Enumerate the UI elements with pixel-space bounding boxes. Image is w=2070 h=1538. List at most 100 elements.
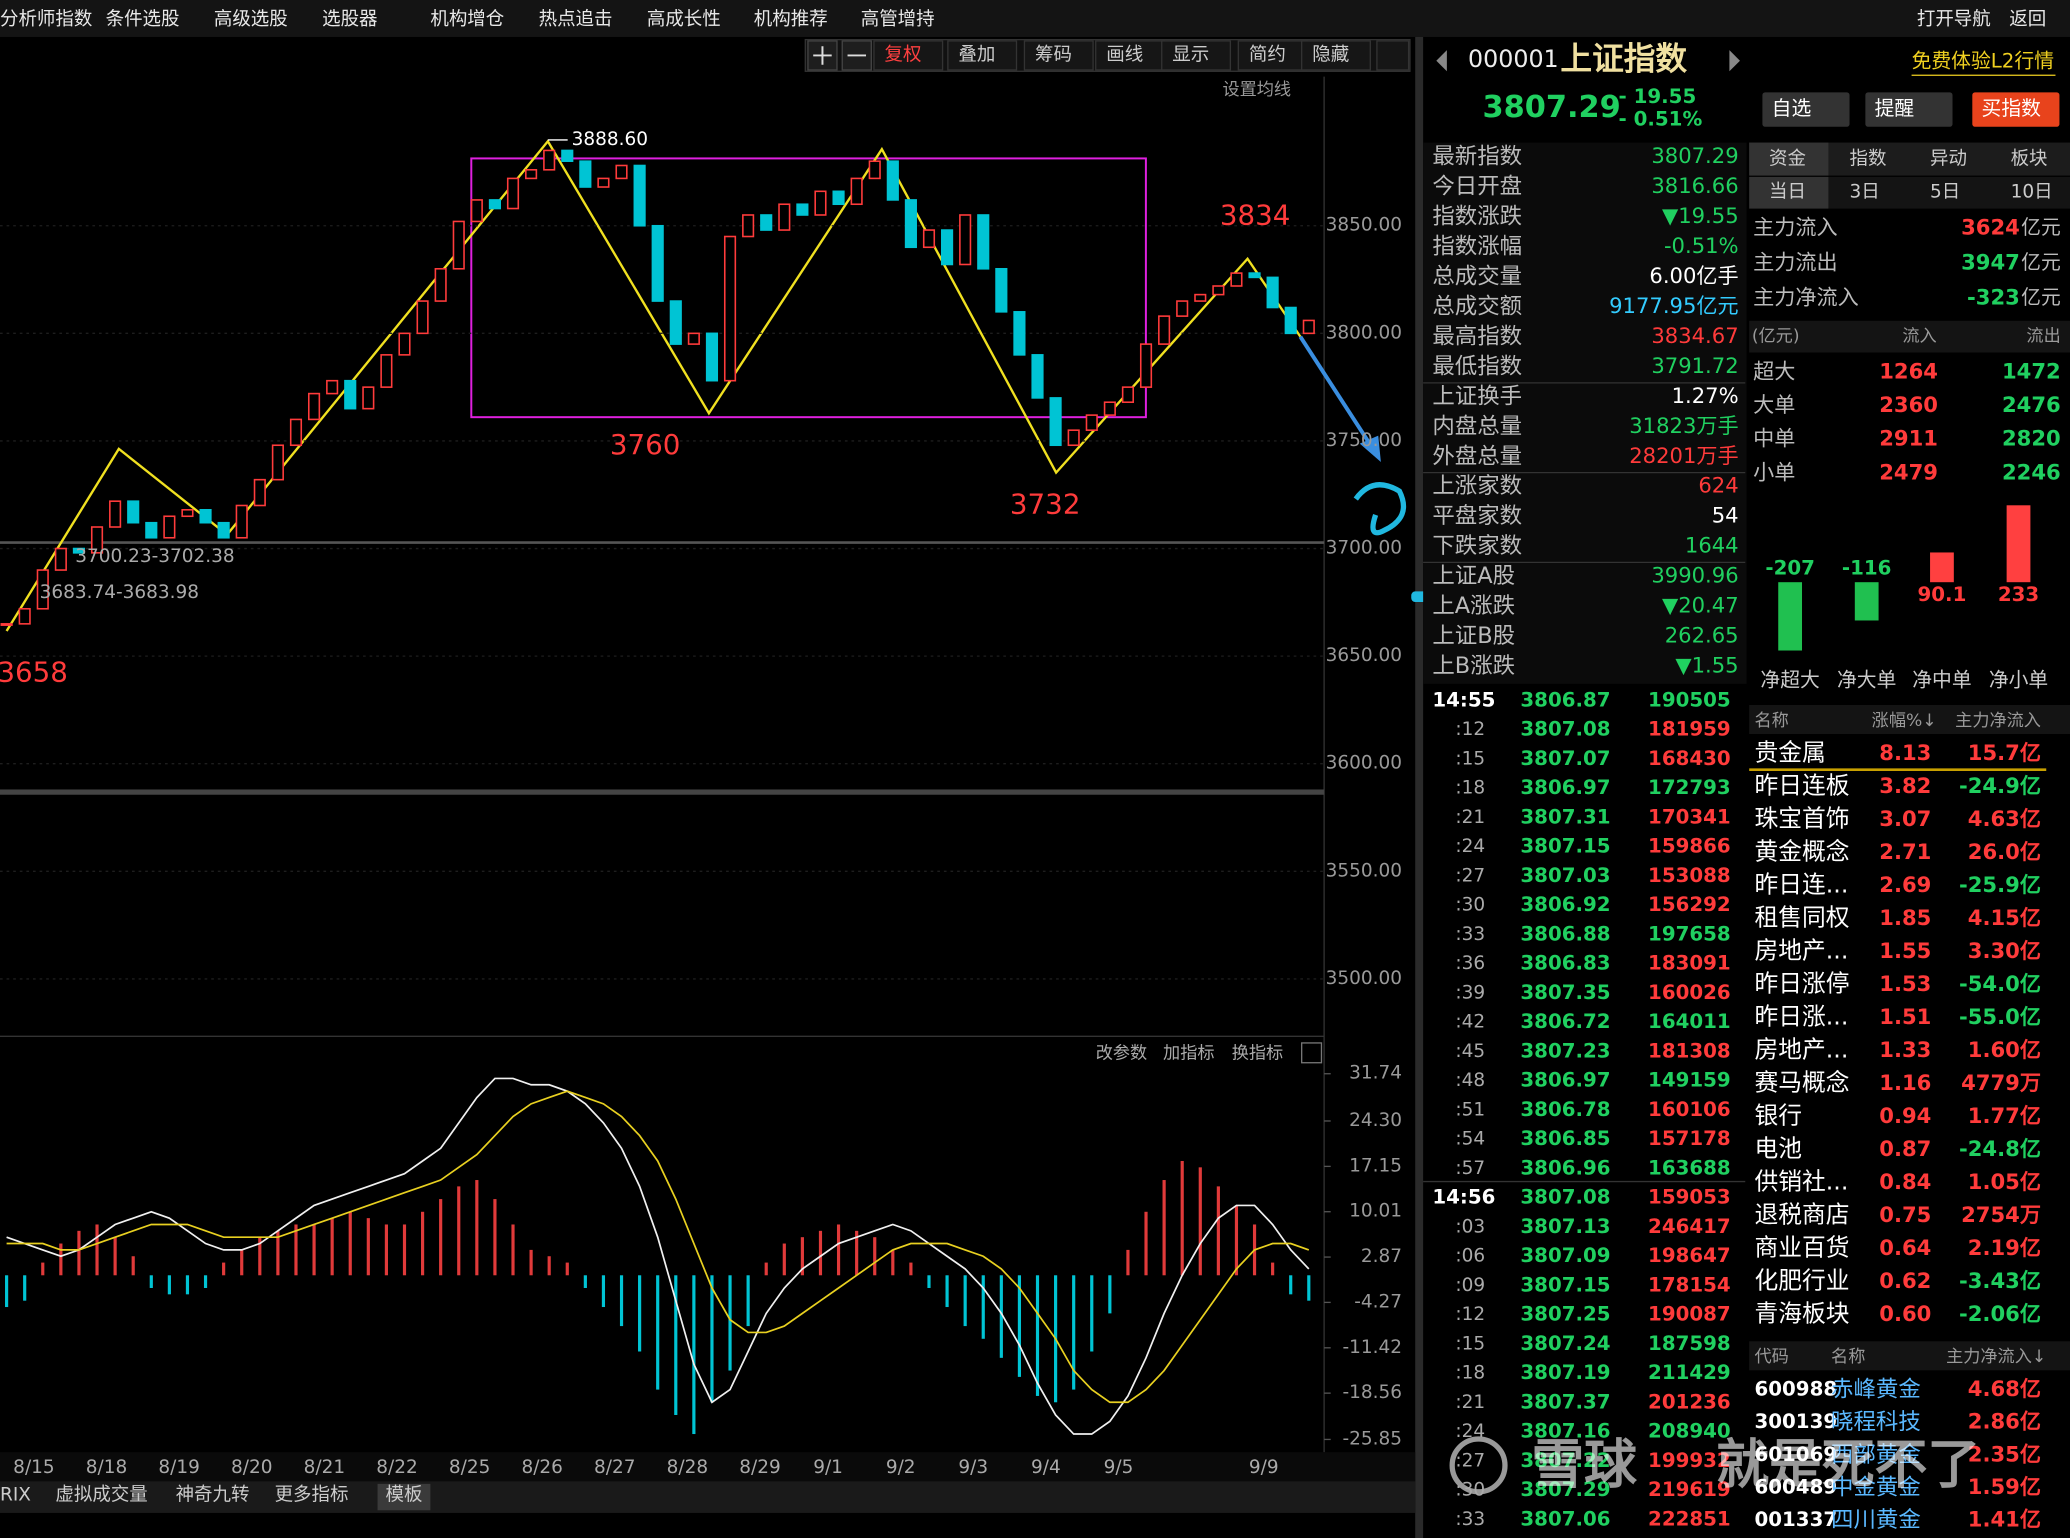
sector-name[interactable]: 赛马概念 [1754,1068,1849,1096]
price-tick-label: 3550.00 [1326,860,1402,881]
tick-volume: 149159 [1648,1069,1731,1092]
indicator-action[interactable]: 改参数 [1096,1043,1147,1063]
capital-tab[interactable]: 板块 [2011,149,2048,170]
sector-name[interactable]: 商业百货 [1754,1233,1849,1261]
sector-name[interactable]: 供销社... [1754,1167,1848,1195]
tab[interactable]: RIX [0,1485,31,1506]
toolbar-button[interactable] [1301,40,1371,71]
menu-item[interactable]: 高管增持 [861,9,935,30]
tick-time: :42 [1455,1012,1485,1033]
action-button[interactable] [1762,92,1850,127]
toolbar-button[interactable] [1237,40,1308,71]
expand-icon[interactable] [1376,40,1410,71]
toolbar-button[interactable] [947,40,1018,71]
candle [181,509,194,518]
indicator-action[interactable]: 加指标 [1163,1043,1214,1063]
sector-name[interactable]: 租售同权 [1754,903,1849,931]
toolbar-button[interactable] [873,40,944,71]
toolbar-button[interactable] [1095,40,1166,71]
macd-tick-label: 31.74 [1349,1063,1402,1084]
period-tab[interactable]: 5日 [1930,182,1960,203]
candle [326,379,339,395]
sector-name[interactable]: 贵金属 [1754,738,1825,766]
tick-time: :27 [1455,865,1485,886]
toolbar-label: 复权 [885,44,922,65]
action-button[interactable] [1865,92,1953,127]
sector-name[interactable]: 昨日连... [1754,870,1848,898]
menu-item[interactable]: 热点追击 [539,9,613,30]
sector-flow: -24.8亿 [1959,1136,2041,1161]
sector-name[interactable]: 电池 [1754,1134,1802,1162]
menu-item[interactable]: 机构增仓 [430,9,504,30]
sector-flow: 4.15亿 [1968,905,2041,930]
sector-name[interactable]: 黄金概念 [1754,837,1849,865]
tab[interactable]: 模板 [385,1485,422,1506]
annotation: 3683.74-3683.98 [40,582,199,603]
macd-bar [185,1275,190,1295]
tab[interactable]: 更多指标 [275,1485,349,1506]
sector-name[interactable]: 房地产... [1754,1035,1848,1063]
macd-bar [710,1275,714,1403]
sector-name[interactable]: 昨日涨... [1754,1002,1848,1030]
sector-name[interactable]: 珠宝首饰 [1754,804,1849,832]
candle [109,500,122,528]
tick-volume: 178154 [1648,1273,1731,1296]
menu-item[interactable]: 高级选股 [214,9,288,30]
stat-value: 3834.67 [1651,323,1738,348]
stock-name[interactable]: 中金黄金 [1831,1474,1921,1500]
capital-tab[interactable]: 异动 [1930,149,1967,170]
macd-bar [963,1275,967,1327]
menu-item[interactable]: 条件选股 [106,9,180,30]
macd-bar [692,1275,696,1435]
tick-time: :54 [1455,1129,1485,1150]
candle [669,300,682,345]
stat-label: 平盘家数 [1432,503,1522,529]
sector-name[interactable]: 昨日连板 [1754,771,1849,799]
sector-name[interactable]: 房地产... [1754,936,1848,964]
splitter [1415,36,1424,1538]
period-tab[interactable]: 当日 [1769,182,1806,203]
flow-unit: 亿元 [2021,216,2061,239]
menu-item[interactable]: 返回 [2009,9,2046,30]
capital-tab[interactable]: 资金 [1769,149,1806,170]
stock-name[interactable]: 赤峰黄金 [1831,1377,1921,1403]
menu-item[interactable]: 机构推荐 [754,9,828,30]
menu-item[interactable]: 选股器 [322,9,377,30]
stat-label: 最高指数 [1432,323,1522,349]
menu-item[interactable]: 高成长性 [647,9,721,30]
sector-pct: 2.69 [1879,872,1931,897]
tick-price: 3807.15 [1520,1273,1610,1296]
stock-name[interactable]: 四川黄金 [1831,1507,1921,1533]
toolbar-button[interactable] [1161,40,1232,71]
period-tab[interactable]: 10日 [2011,182,2053,203]
stat-value: 9177.95亿元 [1609,293,1739,318]
capital-tab[interactable]: 指数 [1850,149,1887,170]
sector-name[interactable]: 化肥行业 [1754,1266,1849,1294]
tick-time: :18 [1455,778,1485,799]
net-bar [2006,505,2031,583]
l2-link[interactable]: 免费体验L2行情 [1912,50,2054,73]
tab[interactable]: 虚拟成交量 [55,1485,147,1506]
ma-setting[interactable]: 设置均线 [1222,80,1291,100]
action-button[interactable] [1972,92,2060,127]
menu-item[interactable]: 打开导航 [1917,9,1991,30]
macd-bar [113,1237,117,1276]
stock-name[interactable]: 西部黄金 [1831,1442,1921,1468]
candle [362,386,375,410]
sector-name[interactable]: 银行 [1754,1101,1802,1129]
change: - 19.55 [1619,85,1697,108]
net-category: 净小单 [1989,669,2048,692]
stock-name[interactable]: 晓程科技 [1831,1409,1921,1435]
sector-flow: -25.9亿 [1959,872,2041,897]
period-tab[interactable]: 3日 [1850,182,1880,203]
indicator-action[interactable]: 换指标 [1232,1043,1283,1063]
menu-item[interactable]: 分析师指数 [0,9,92,30]
stat-value: 1.27% [1672,383,1739,408]
tab[interactable]: 神奇九转 [176,1485,250,1506]
toolbar-button[interactable] [1023,40,1094,71]
sector-name[interactable]: 昨日涨停 [1754,969,1849,997]
sector-name[interactable]: 青海板块 [1754,1299,1849,1327]
close-button[interactable] [1301,1042,1323,1064]
sector-name[interactable]: 退税商店 [1754,1200,1849,1228]
table-header: (亿元) [1752,327,1800,347]
